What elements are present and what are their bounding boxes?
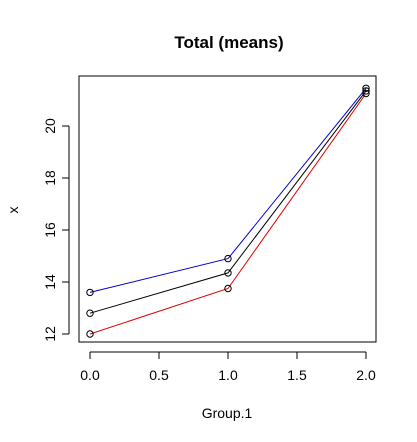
data-point	[224, 284, 232, 293]
series-line	[89, 90, 367, 314]
x-axis: 0.0 0.5 1.0 1.5 2.0	[80, 351, 376, 383]
x-tick-label: 1.0	[218, 367, 238, 383]
data-point	[224, 254, 232, 263]
data-point	[86, 330, 94, 338]
chart-title: Total (means)	[174, 33, 283, 52]
plot-frame	[78, 75, 377, 343]
data-point	[362, 89, 370, 98]
y-tick-label: 14	[42, 274, 58, 290]
series-group	[86, 84, 370, 297]
data-point	[224, 269, 232, 277]
x-tick-label: 2.0	[356, 367, 376, 383]
y-axis: 12 14 16 18 20	[42, 118, 70, 342]
data-point	[86, 288, 94, 297]
series-line	[89, 93, 367, 335]
series-layer	[86, 84, 370, 338]
y-tick-label: 12	[42, 326, 58, 342]
series-group	[86, 89, 370, 338]
x-axis-label: Group.1	[202, 405, 253, 421]
x-tick-label: 0.5	[149, 367, 169, 383]
y-tick-label: 20	[42, 118, 58, 134]
y-tick-label: 16	[42, 222, 58, 238]
x-tick-label: 1.5	[287, 367, 307, 383]
y-axis-label: x	[5, 207, 21, 214]
x-tick-label: 0.0	[80, 367, 100, 383]
data-point	[86, 309, 94, 317]
y-tick-label: 18	[42, 170, 58, 186]
series-group	[86, 87, 370, 317]
series-line	[89, 87, 367, 293]
